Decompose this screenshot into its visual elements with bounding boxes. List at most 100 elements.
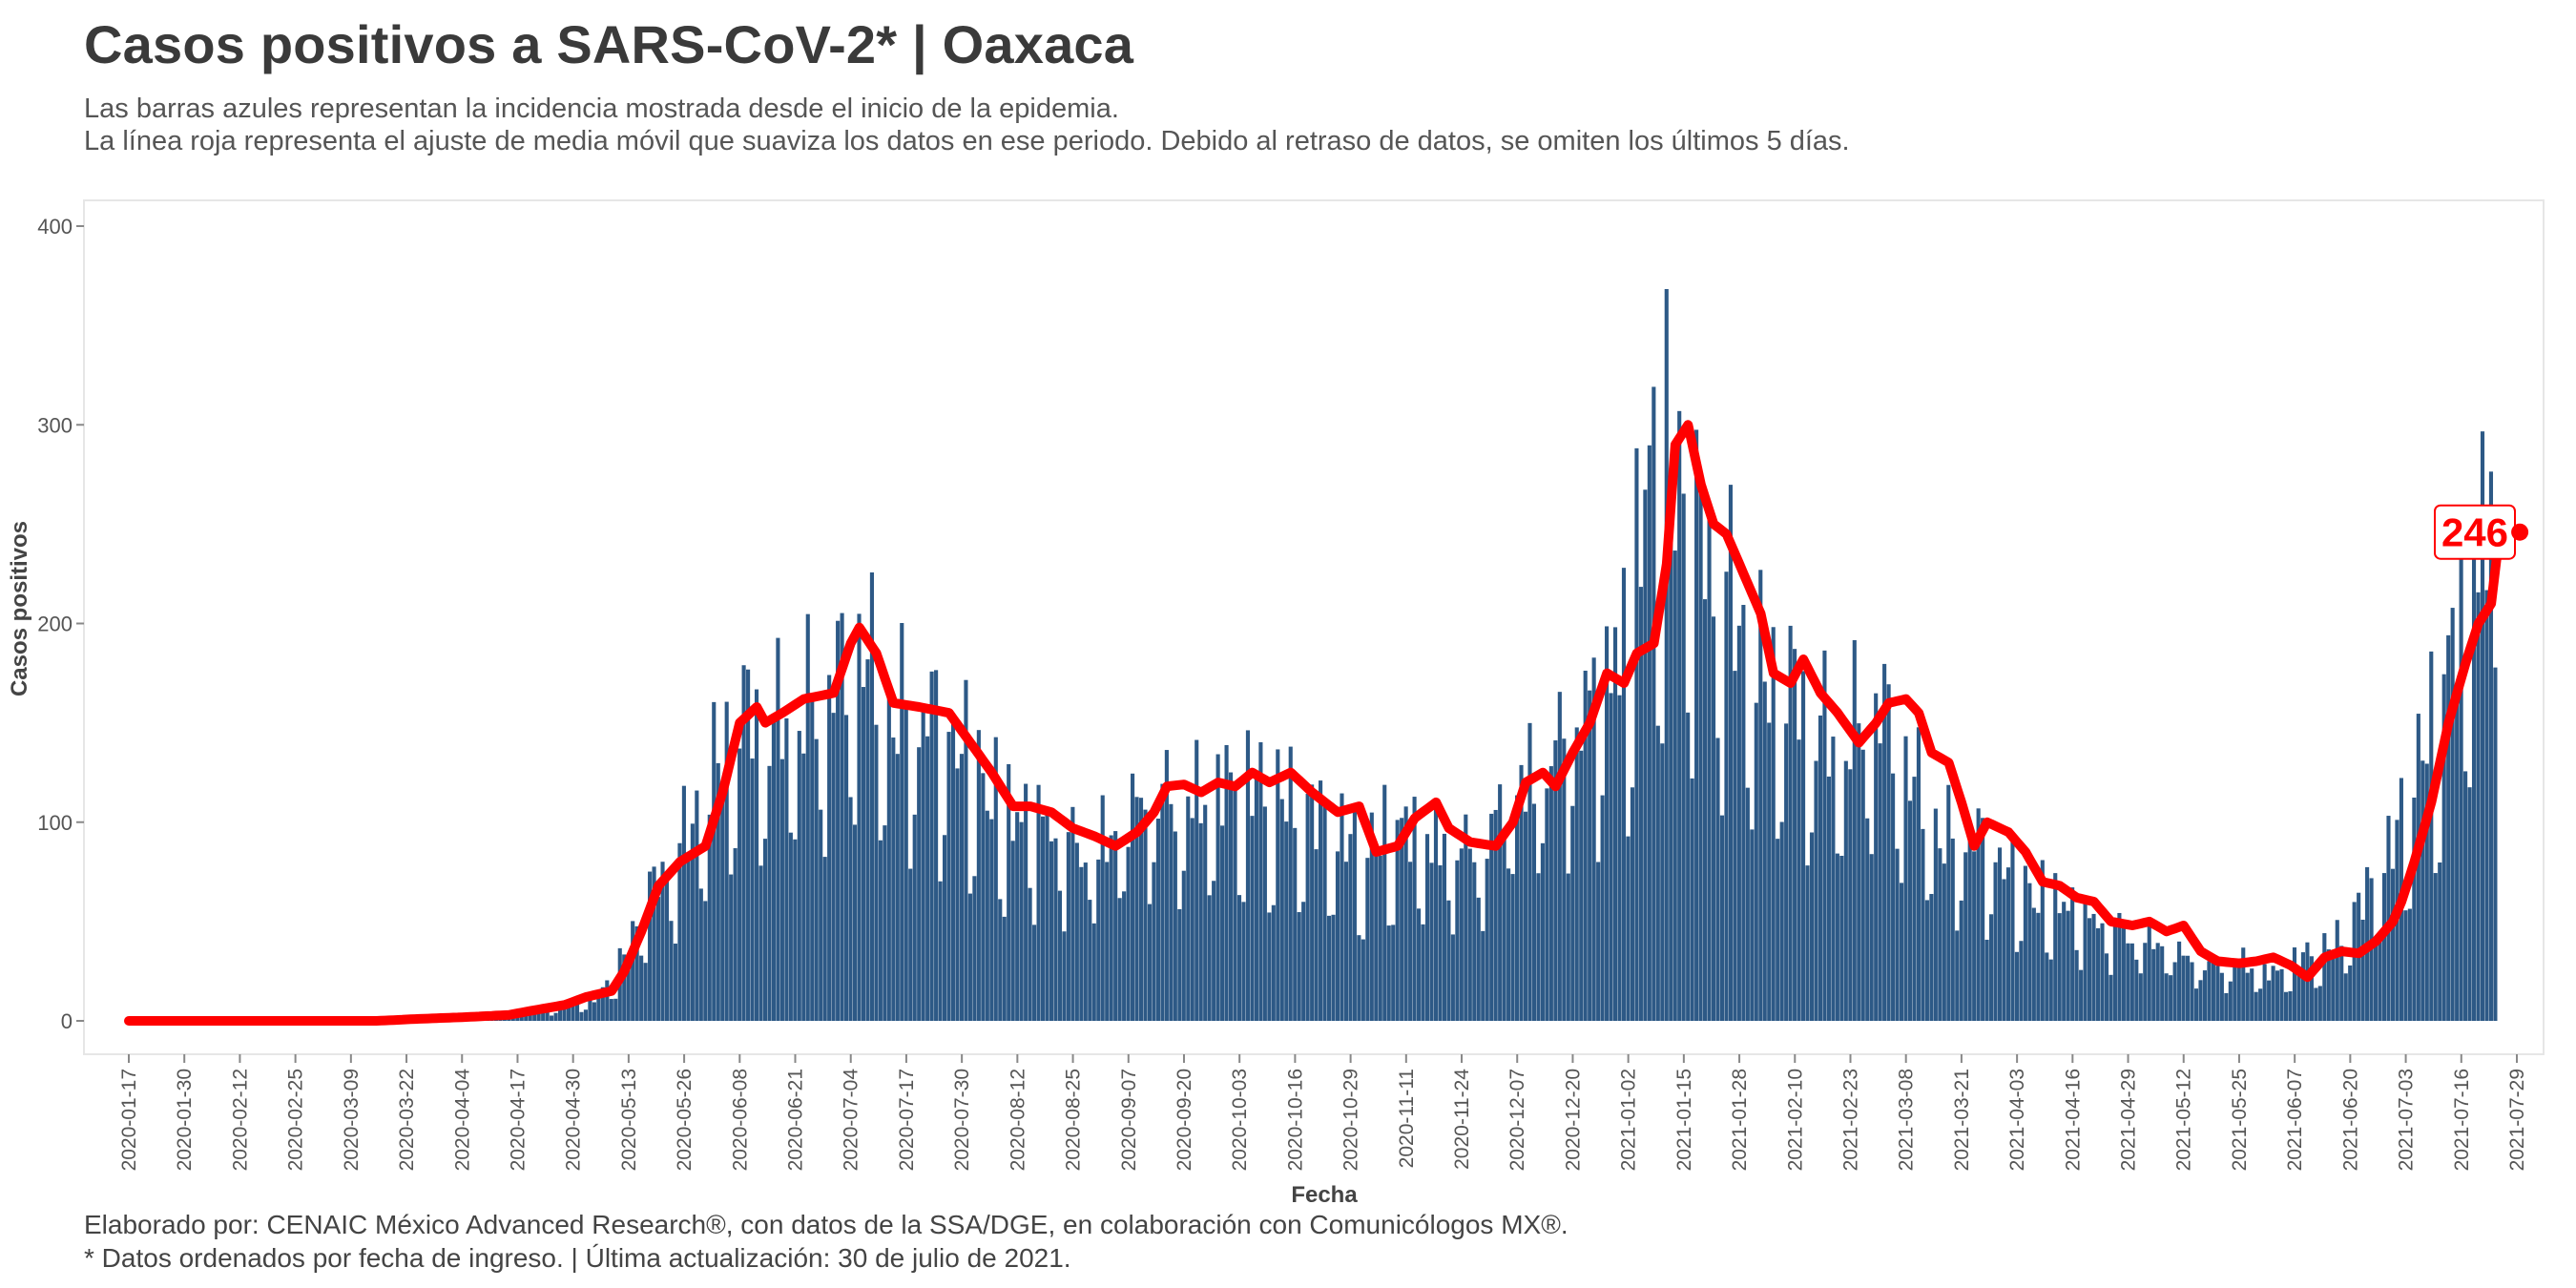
daily-cases-bar: [836, 620, 841, 1021]
daily-cases-bar: [1245, 730, 1251, 1021]
daily-cases-bar: [2262, 964, 2267, 1021]
daily-cases-bar: [733, 848, 737, 1021]
daily-cases-bar: [797, 731, 801, 1021]
x-tick-label: 2021-01-15: [1673, 1069, 1695, 1171]
daily-cases-bar: [1784, 723, 1789, 1021]
daily-cases-bar: [536, 1009, 541, 1021]
daily-cases-bar: [1672, 551, 1677, 1021]
x-tick-label: 2020-10-29: [1340, 1069, 1362, 1171]
daily-cases-bar: [1464, 814, 1468, 1021]
daily-cases-bar: [1531, 803, 1537, 1021]
daily-cases-bar: [1510, 874, 1515, 1021]
daily-cases-bar: [1609, 693, 1613, 1021]
daily-cases-bar: [746, 669, 751, 1021]
daily-cases-bar: [707, 814, 712, 1021]
daily-cases-bar: [1147, 904, 1153, 1021]
daily-cases-bar: [1793, 649, 1797, 1021]
daily-cases-bar: [524, 1014, 529, 1021]
daily-cases-bar: [1907, 800, 1913, 1021]
moving-average-line: [124, 420, 2505, 1026]
daily-cases-bar: [1186, 796, 1191, 1021]
daily-cases-bar: [2172, 962, 2177, 1021]
daily-cases-bar: [1365, 858, 1370, 1021]
daily-cases-bar: [2300, 952, 2305, 1021]
daily-cases-bar: [844, 715, 849, 1021]
daily-cases-bar: [1831, 737, 1836, 1021]
daily-cases-bar: [1562, 738, 1567, 1021]
daily-cases-bar: [2348, 965, 2353, 1021]
daily-cases-bar: [2151, 948, 2156, 1021]
daily-cases-bar: [1814, 760, 1818, 1021]
daily-cases-bar: [2160, 945, 2165, 1021]
daily-cases-bar: [1750, 829, 1755, 1021]
daily-cases-bar: [1062, 931, 1067, 1021]
daily-cases-bar: [1776, 839, 1780, 1021]
daily-cases-bar: [784, 717, 789, 1021]
daily-cases-bar: [1715, 737, 1720, 1021]
daily-cases-bar: [1545, 788, 1549, 1021]
daily-cases-bar: [1728, 485, 1733, 1021]
daily-cases-bar: [1857, 723, 1861, 1021]
daily-cases-bar: [840, 613, 844, 1021]
daily-cases-bar: [1002, 916, 1007, 1021]
daily-cases-bar: [2254, 991, 2258, 1021]
daily-cases-bar: [596, 995, 601, 1021]
daily-cases-bar: [1886, 684, 1891, 1021]
daily-cases-bar: [776, 637, 780, 1021]
x-tick-label: 2020-07-30: [951, 1069, 973, 1171]
daily-cases-bar: [1686, 712, 1691, 1021]
daily-cases-bar: [1215, 754, 1220, 1021]
daily-cases-bar: [690, 823, 695, 1021]
daily-cases-bar: [955, 768, 960, 1021]
daily-cases-bar: [1198, 822, 1203, 1021]
daily-cases-bar: [1293, 827, 1298, 1021]
daily-cases-bar: [1976, 808, 1981, 1021]
daily-cases-bar: [2459, 530, 2463, 1021]
daily-cases-bar: [1724, 571, 1729, 1021]
daily-cases-bar: [1284, 821, 1289, 1021]
daily-cases-bar: [2476, 592, 2481, 1021]
daily-cases-bar: [2309, 956, 2314, 1021]
daily-cases-bar: [2129, 943, 2134, 1021]
daily-cases-bar: [2193, 988, 2199, 1021]
daily-cases-bar: [2031, 907, 2036, 1021]
daily-cases-bar: [2386, 816, 2391, 1021]
daily-cases-bar: [622, 954, 627, 1021]
daily-cases-bar: [964, 679, 968, 1021]
daily-cases-bar: [857, 613, 862, 1021]
daily-cases-bar: [2138, 973, 2143, 1021]
daily-cases-bar: [2045, 952, 2049, 1021]
daily-cases-bar: [1109, 835, 1113, 1021]
daily-cases-bar: [1997, 847, 2003, 1021]
daily-cases-bar: [921, 706, 925, 1021]
daily-cases-bar: [2424, 763, 2429, 1021]
daily-cases-bar: [2378, 938, 2382, 1021]
daily-cases-bar: [1100, 795, 1105, 1021]
daily-cases-bar: [814, 738, 819, 1021]
daily-cases-bar: [2258, 988, 2263, 1021]
latest-value-annotation: 246: [2434, 504, 2529, 560]
x-tick-label: 2020-04-30: [563, 1069, 585, 1171]
daily-cases-bar: [2053, 873, 2058, 1021]
y-tick-label: 400: [37, 215, 73, 239]
x-tick-label: 2020-04-17: [508, 1069, 530, 1171]
daily-cases-bar: [1236, 895, 1242, 1021]
daily-cases-bar: [1361, 939, 1365, 1021]
daily-cases-bar: [1771, 627, 1776, 1021]
daily-cases-bar: [1681, 493, 1686, 1021]
annotation-label: 246: [2441, 510, 2508, 555]
daily-cases-bar: [673, 944, 678, 1021]
daily-cases-bar: [1429, 862, 1434, 1021]
daily-cases-bar: [1288, 746, 1293, 1021]
daily-cases-bar: [946, 732, 951, 1021]
chart-subtitle-line-1: Las barras azules representan la inciden…: [84, 93, 1119, 124]
daily-cases-bar: [1493, 809, 1498, 1021]
daily-cases-bar: [2215, 966, 2220, 1021]
daily-cases-bar: [779, 758, 784, 1021]
daily-cases-bar: [1028, 887, 1032, 1021]
daily-cases-bar: [883, 825, 887, 1021]
daily-cases-bar: [1797, 739, 1801, 1021]
chart-subtitle-line-2: La línea roja representa el ajuste de me…: [84, 126, 1850, 156]
daily-cases-bar: [1190, 818, 1195, 1021]
daily-cases-bar: [2314, 987, 2318, 1021]
